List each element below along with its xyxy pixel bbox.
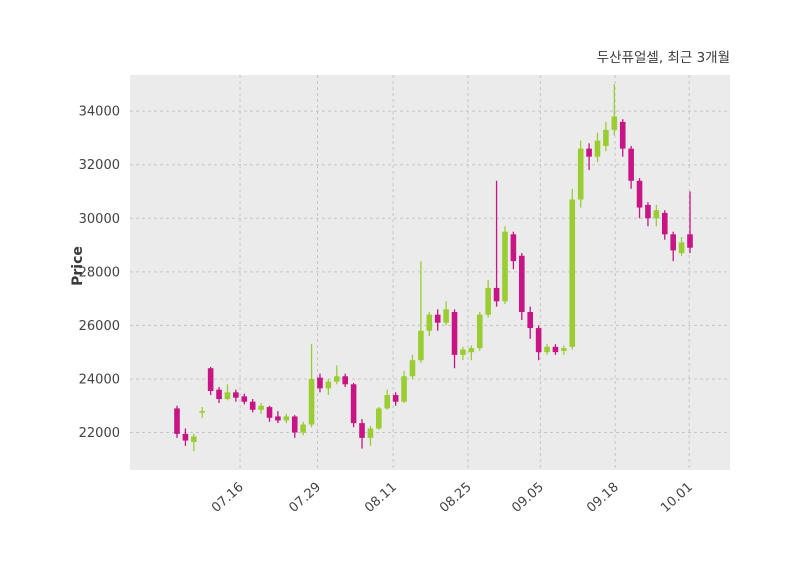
x-tick-label: 09.18 bbox=[584, 480, 622, 516]
candle-body bbox=[174, 408, 180, 434]
candle-body bbox=[409, 360, 416, 377]
candle-body bbox=[636, 180, 643, 208]
candle-body bbox=[594, 140, 601, 157]
candle-body bbox=[653, 210, 660, 219]
candle-body bbox=[586, 148, 592, 157]
candle-body bbox=[182, 433, 189, 441]
y-tick-label: 22000 bbox=[79, 426, 120, 441]
candle-body bbox=[249, 401, 256, 410]
candle-body bbox=[552, 346, 559, 353]
x-tick-label: 07.16 bbox=[209, 480, 247, 516]
candle-body bbox=[384, 395, 391, 409]
candle-body bbox=[426, 314, 433, 331]
candle-body bbox=[317, 377, 323, 389]
candle-body bbox=[670, 234, 676, 251]
x-tick-label: 10.01 bbox=[658, 480, 696, 516]
candle-body bbox=[577, 148, 584, 200]
candle-body bbox=[451, 312, 458, 355]
candle-body bbox=[233, 392, 239, 398]
candle-body bbox=[199, 411, 206, 413]
candle-body bbox=[401, 376, 407, 402]
x-tick-label: 09.05 bbox=[509, 480, 547, 516]
candle-body bbox=[476, 314, 483, 349]
candle-body bbox=[207, 368, 214, 391]
candle-body bbox=[544, 346, 550, 353]
candle-body bbox=[342, 376, 348, 385]
candle-body bbox=[611, 116, 618, 130]
candle-body bbox=[216, 389, 222, 400]
candle-body bbox=[191, 436, 197, 442]
candle-body bbox=[376, 408, 382, 429]
candle-body bbox=[291, 416, 298, 433]
candle-body bbox=[485, 287, 491, 315]
candle-body bbox=[678, 242, 685, 254]
candle-body bbox=[359, 423, 365, 438]
y-tick-label: 26000 bbox=[79, 319, 120, 334]
candle-body bbox=[569, 199, 576, 347]
candle-body bbox=[308, 378, 315, 425]
y-tick-label: 24000 bbox=[79, 372, 120, 387]
candle-body bbox=[468, 348, 475, 353]
candle-body bbox=[300, 424, 306, 433]
candle-body bbox=[687, 234, 693, 248]
x-tick-label: 07.29 bbox=[286, 480, 324, 516]
candle-body bbox=[392, 395, 399, 402]
candle-body bbox=[434, 314, 441, 323]
candle-body bbox=[241, 396, 248, 402]
plot-area bbox=[130, 75, 730, 470]
candle-body bbox=[283, 416, 290, 421]
y-tick-label: 30000 bbox=[79, 212, 120, 227]
candle-body bbox=[619, 121, 626, 149]
candle-body bbox=[418, 330, 424, 361]
candle-body bbox=[628, 148, 634, 181]
y-tick-label: 34000 bbox=[79, 105, 120, 120]
candle-body bbox=[367, 428, 374, 438]
candle-body bbox=[350, 384, 357, 424]
candle-body bbox=[333, 376, 340, 382]
candle-body bbox=[527, 312, 534, 329]
candle-body bbox=[645, 204, 651, 219]
candle-body bbox=[603, 129, 609, 146]
candle-body bbox=[510, 234, 517, 262]
candle-body bbox=[661, 212, 668, 235]
y-tick-label: 32000 bbox=[79, 158, 120, 173]
candle-body bbox=[266, 407, 273, 418]
x-tick-label: 08.11 bbox=[362, 480, 400, 516]
candle-body bbox=[535, 328, 542, 353]
candle-body bbox=[275, 416, 281, 421]
candle-body bbox=[325, 381, 332, 389]
candle-body bbox=[258, 405, 264, 410]
chart-title: 두산퓨얼셀, 최근 3개월 bbox=[596, 50, 730, 66]
x-tick-label: 08.25 bbox=[437, 480, 475, 516]
y-tick-label: 28000 bbox=[79, 265, 120, 280]
candle-body bbox=[519, 255, 525, 312]
candle-body bbox=[502, 231, 508, 302]
candle-body bbox=[224, 392, 231, 400]
candle-body bbox=[493, 287, 500, 302]
candle-body bbox=[460, 349, 466, 355]
candle-body bbox=[443, 309, 449, 323]
candle-body bbox=[561, 348, 567, 351]
